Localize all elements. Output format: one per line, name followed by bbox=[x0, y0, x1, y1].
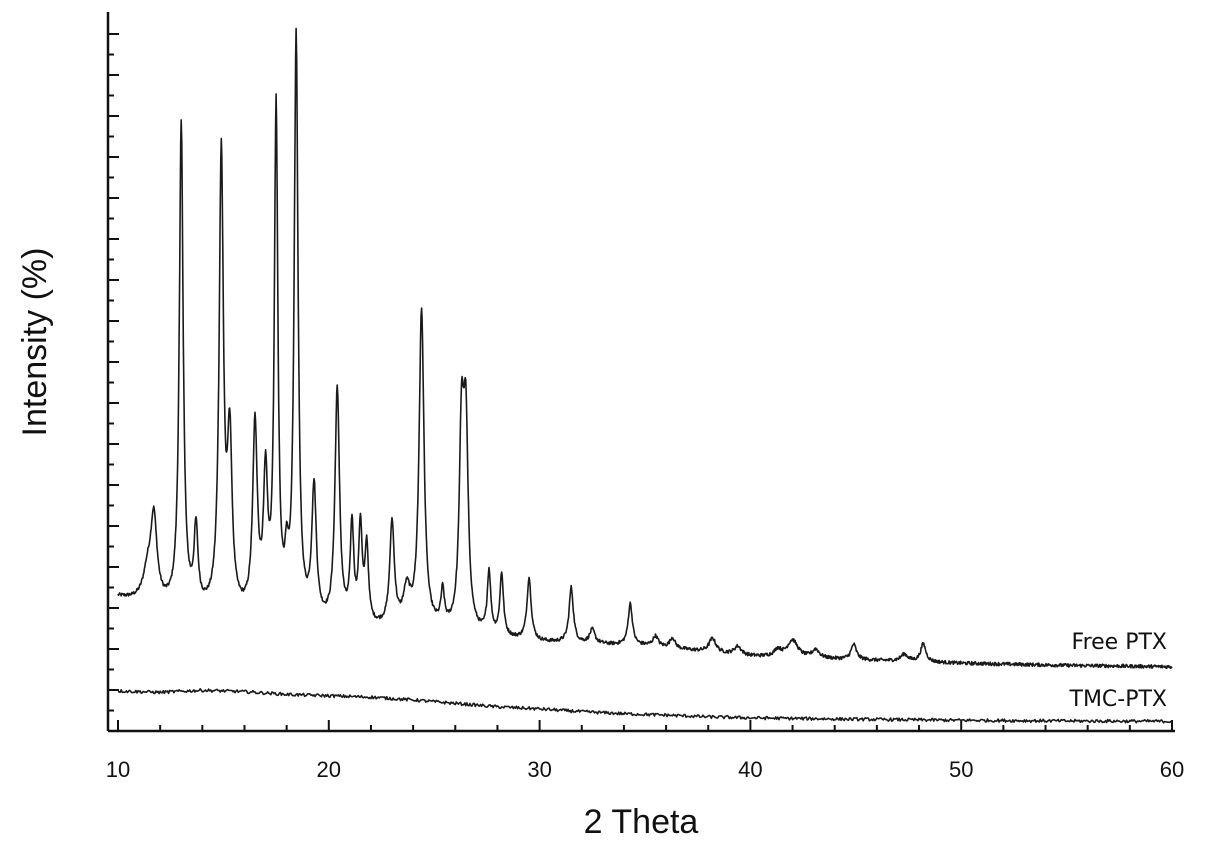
x-axis-title: 2 Theta bbox=[584, 803, 699, 841]
y-axis-title: Intensity (%) bbox=[16, 248, 54, 437]
x-tick-label: 50 bbox=[949, 757, 973, 782]
x-tick-label: 40 bbox=[738, 757, 762, 782]
series-label-tmc-ptx: TMC-PTX bbox=[1069, 687, 1168, 712]
x-tick-labels: 10 20 30 40 50 60 bbox=[106, 757, 1184, 782]
x-tick-label: 30 bbox=[527, 757, 551, 782]
x-tick-label: 60 bbox=[1160, 757, 1184, 782]
axis-ticks bbox=[108, 33, 1173, 732]
x-tick-label: 10 bbox=[106, 757, 130, 782]
series-line-free-ptx bbox=[117, 27, 1173, 670]
series-label-free-ptx: Free PTX bbox=[1072, 630, 1167, 655]
series-line-tmc-ptx bbox=[117, 688, 1173, 724]
x-tick-label: 20 bbox=[317, 757, 341, 782]
